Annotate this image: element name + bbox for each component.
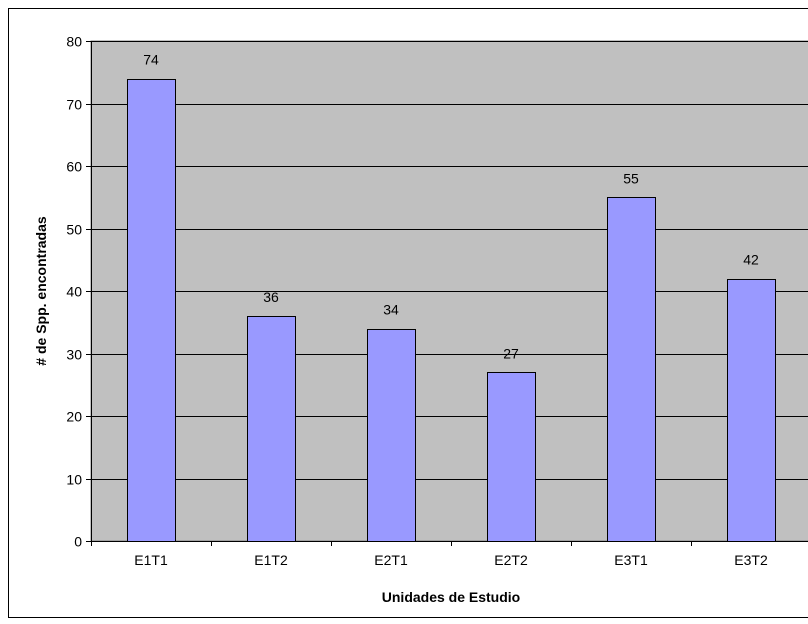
x-axis: E1T1 E1T2 E2T1 E2T2 E3T1 E3T2 [91, 541, 808, 568]
y-tick-label: 40 [66, 284, 82, 300]
x-tick-label-e1t1: E1T1 [134, 552, 168, 568]
bar-e2t1 [367, 329, 416, 542]
bar-e2t2 [487, 372, 536, 542]
y-tick-label: 10 [66, 472, 82, 488]
x-axis-title: Unidades de Estudio [382, 589, 520, 605]
x-tick-label-e2t2: E2T2 [494, 552, 528, 568]
bar-e3t1 [607, 197, 656, 542]
bars [127, 79, 776, 542]
data-label-e3t2: 42 [743, 252, 759, 268]
x-tick-label-e3t2: E3T2 [734, 552, 768, 568]
y-tick-label: 0 [74, 534, 82, 550]
x-tick-label-e2t1: E2T1 [374, 552, 408, 568]
data-label-e1t1: 74 [143, 52, 159, 68]
data-label-e2t2: 27 [503, 345, 519, 361]
x-tick-label-e1t2: E1T2 [254, 552, 288, 568]
y-tick-label: 30 [66, 347, 82, 363]
data-label-e1t2: 36 [263, 289, 279, 305]
data-labels: 74 36 34 27 55 42 [143, 52, 759, 362]
y-tick-label: 20 [66, 409, 82, 425]
x-tick-label-e3t1: E3T1 [614, 552, 648, 568]
y-tick-label: 80 [66, 34, 82, 50]
data-label-e2t1: 34 [383, 302, 399, 318]
gridlines [91, 41, 808, 480]
y-axis: 0 10 20 30 40 50 60 70 80 [66, 34, 92, 550]
bar-e1t1 [127, 79, 176, 542]
data-label-e3t1: 55 [623, 170, 639, 186]
y-tick-label: 70 [66, 97, 82, 113]
y-axis-title: # de Spp. encontradas [33, 216, 49, 366]
y-tick-label: 60 [66, 159, 82, 175]
y-tick-label: 50 [66, 222, 82, 238]
bar-e3t2 [727, 279, 776, 542]
bar-e1t2 [247, 316, 296, 542]
